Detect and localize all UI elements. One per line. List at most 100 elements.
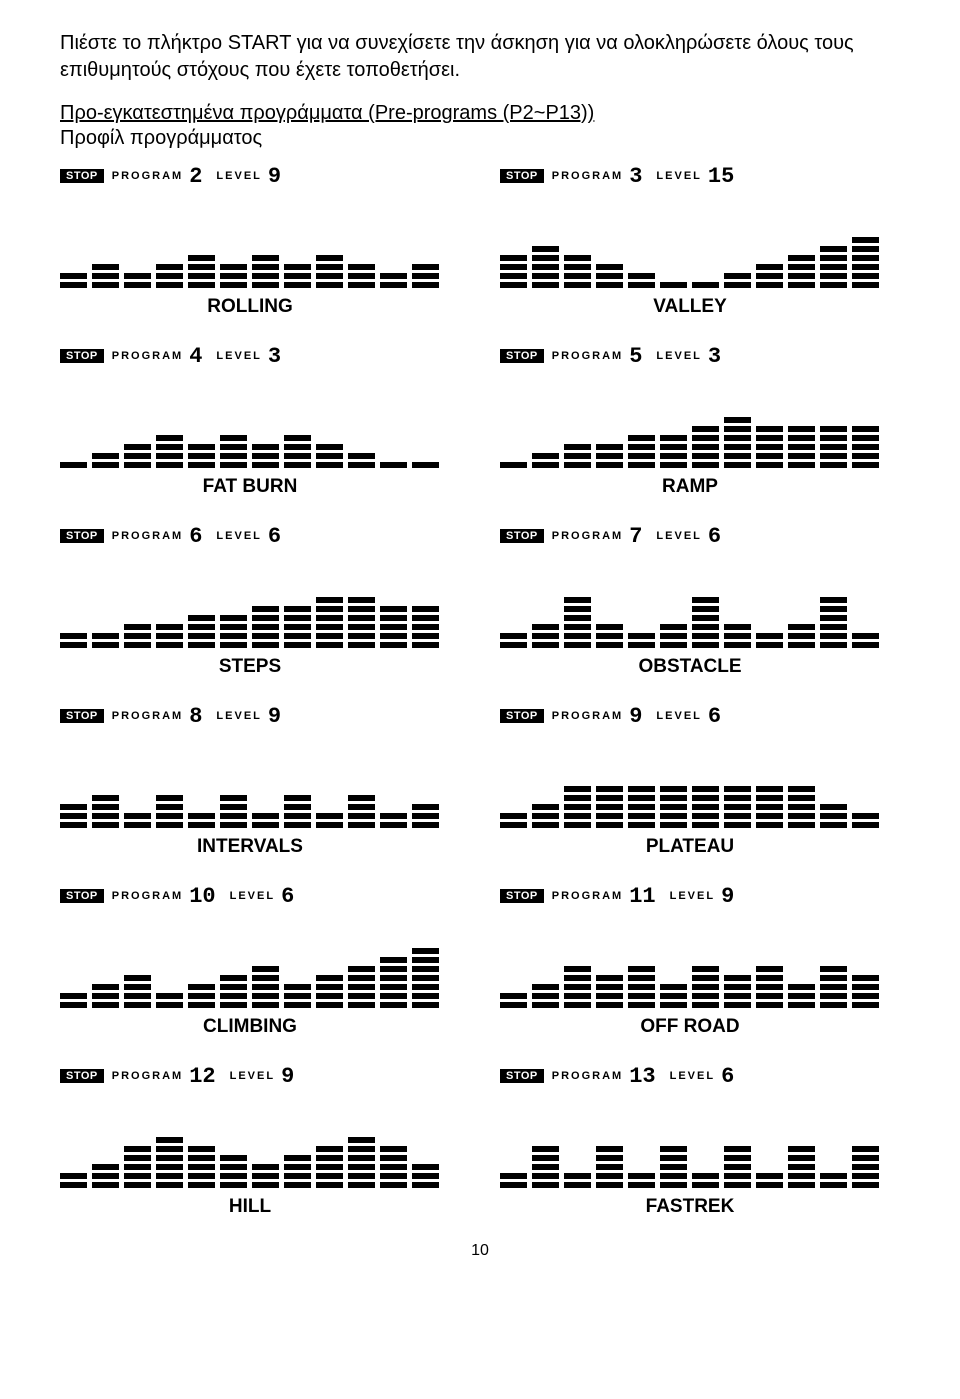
program-header: STOPPROGRAM13LEVEL6 <box>500 1064 880 1088</box>
profile-segment <box>756 984 783 990</box>
profile-segment <box>284 453 311 459</box>
profile-column <box>820 1173 847 1188</box>
profile-segment <box>692 642 719 648</box>
profile-segment <box>788 1164 815 1170</box>
profile-segment <box>412 813 439 819</box>
profile-column <box>220 264 247 288</box>
profile-column <box>284 984 311 1008</box>
profile-column <box>348 264 375 288</box>
level-number: 9 <box>268 704 281 729</box>
profile-segment <box>660 633 687 639</box>
profile-segment <box>692 993 719 999</box>
profile-segment <box>124 1182 151 1188</box>
profile-segment <box>532 1173 559 1179</box>
profile-segment <box>596 1002 623 1008</box>
profile-column <box>252 1164 279 1188</box>
profile-segment <box>252 444 279 450</box>
profile-segment <box>124 462 151 468</box>
profile-column <box>60 993 87 1008</box>
stop-badge: STOP <box>500 529 544 543</box>
profile-segment <box>820 453 847 459</box>
profile-segment <box>788 1173 815 1179</box>
profile-segment <box>412 462 439 468</box>
profile-segment <box>412 1182 439 1188</box>
profile-segment <box>724 1146 751 1152</box>
profile-segment <box>788 462 815 468</box>
profile-segment <box>852 822 879 828</box>
program-name: ROLLING <box>60 296 440 318</box>
profile-segment <box>852 426 879 432</box>
program-card: STOPPROGRAM9LEVEL6PLATEAU <box>500 704 880 858</box>
program-label: PROGRAM <box>552 170 623 182</box>
profile-segment <box>348 633 375 639</box>
profile-segment <box>156 624 183 630</box>
profile-segment <box>628 795 655 801</box>
profile-segment <box>724 462 751 468</box>
profile-segment <box>788 255 815 261</box>
profile-segment <box>756 786 783 792</box>
profile-segment <box>564 444 591 450</box>
profile-segment <box>564 642 591 648</box>
profile-column <box>252 444 279 468</box>
profile-column <box>852 813 879 828</box>
profile-segment <box>660 1182 687 1188</box>
profile-segment <box>156 993 183 999</box>
profile-segment <box>692 822 719 828</box>
stop-badge: STOP <box>60 709 104 723</box>
profile-segment <box>156 264 183 270</box>
profile-column <box>500 633 527 648</box>
profile-segment <box>348 453 375 459</box>
level-number: 3 <box>268 344 281 369</box>
profile-segment <box>596 813 623 819</box>
profile-segment <box>284 1182 311 1188</box>
profile-segment <box>124 642 151 648</box>
profile-segment <box>564 282 591 288</box>
profile-segment <box>852 1173 879 1179</box>
profile-segment <box>692 624 719 630</box>
profile-segment <box>788 1002 815 1008</box>
level-number: 3 <box>708 344 721 369</box>
profile-segment <box>284 435 311 441</box>
profile-segment <box>252 1182 279 1188</box>
profile-segment <box>692 786 719 792</box>
profile-segment <box>596 1155 623 1161</box>
profile-column <box>60 462 87 468</box>
profile-segment <box>564 615 591 621</box>
profile-segment <box>316 1173 343 1179</box>
profile-segment <box>220 1173 247 1179</box>
profile-column <box>724 624 751 648</box>
profile-segment <box>628 1002 655 1008</box>
profile-segment <box>156 1173 183 1179</box>
profile-segment <box>692 1002 719 1008</box>
profile-segment <box>188 822 215 828</box>
profile-segment <box>500 282 527 288</box>
profile-segment <box>660 1173 687 1179</box>
profile-column <box>692 786 719 828</box>
profile-segment <box>220 822 247 828</box>
profile-segment <box>380 282 407 288</box>
profile-segment <box>724 624 751 630</box>
profile-column <box>220 795 247 828</box>
stop-badge: STOP <box>60 889 104 903</box>
profile-segment <box>660 435 687 441</box>
profile-segment <box>92 633 119 639</box>
level-label: LEVEL <box>656 710 701 722</box>
profile-segment <box>564 606 591 612</box>
program-label: PROGRAM <box>112 890 183 902</box>
profile-segment <box>532 813 559 819</box>
program-card: STOPPROGRAM4LEVEL3FAT BURN <box>60 344 440 498</box>
program-name: INTERVALS <box>60 836 440 858</box>
profile-segment <box>564 255 591 261</box>
profile-column <box>756 633 783 648</box>
profile-chart <box>60 1098 440 1188</box>
profile-segment <box>380 957 407 963</box>
program-name: RAMP <box>500 476 880 498</box>
profile-segment <box>60 282 87 288</box>
profile-segment <box>156 282 183 288</box>
profile-segment <box>316 975 343 981</box>
profile-segment <box>820 615 847 621</box>
profile-segment <box>564 993 591 999</box>
profile-column <box>380 1146 407 1188</box>
profile-segment <box>60 273 87 279</box>
stop-badge: STOP <box>500 169 544 183</box>
